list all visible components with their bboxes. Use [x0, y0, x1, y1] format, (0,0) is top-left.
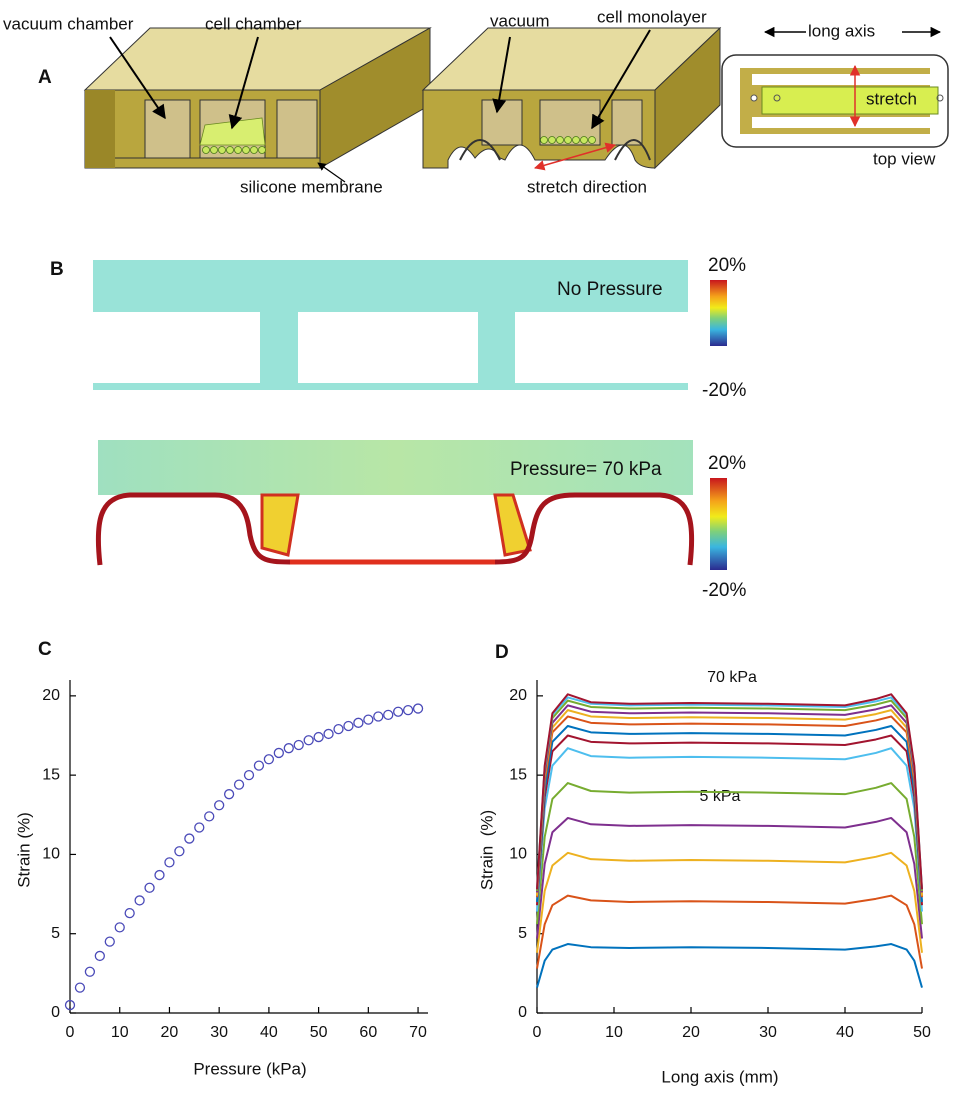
- line: [537, 853, 922, 953]
- point: [185, 834, 194, 843]
- point: [115, 923, 124, 932]
- point: [205, 812, 214, 821]
- point: [264, 755, 273, 764]
- point: [344, 721, 353, 730]
- annotation: vacuum: [490, 11, 550, 30]
- point: [175, 847, 184, 856]
- colorbar: [710, 478, 727, 570]
- point: [314, 733, 323, 742]
- x-tick-label: 50: [310, 1024, 328, 1041]
- y-axis-title: Strain (%): [14, 812, 33, 888]
- x-tick-label: 50: [913, 1024, 931, 1041]
- point: [394, 707, 403, 716]
- line: [537, 736, 922, 906]
- point: [254, 761, 263, 770]
- point: [105, 937, 114, 946]
- line: [537, 726, 922, 902]
- annotation: cell monolayer: [597, 7, 707, 26]
- point: [75, 983, 84, 992]
- x-tick-label: 0: [533, 1024, 542, 1041]
- panel-label: C: [38, 639, 52, 660]
- point: [354, 718, 363, 727]
- line: [537, 896, 922, 969]
- line: [537, 748, 922, 911]
- figure: A vacuum chamber cell chamber silicone m…: [0, 0, 962, 1095]
- point: [384, 710, 393, 719]
- annotation: vacuum chamber: [3, 14, 134, 33]
- x-tick-label: 10: [605, 1024, 623, 1041]
- y-tick-label: 10: [509, 846, 527, 863]
- point: [245, 771, 254, 780]
- colorbar-label: -20%: [702, 580, 746, 601]
- x-axis-title: Long axis (mm): [661, 1067, 778, 1086]
- annotation: long axis: [808, 21, 875, 40]
- annotation: stretch direction: [527, 177, 647, 196]
- x-tick-label: 60: [359, 1024, 377, 1041]
- point: [404, 706, 413, 715]
- panel-a: A vacuum chamber cell chamber silicone m…: [3, 7, 948, 196]
- annotation: stretch: [866, 89, 917, 108]
- point: [125, 909, 134, 918]
- colorbar: [710, 280, 727, 346]
- line: [537, 818, 922, 939]
- panel-b: B No Pressure 20% -20% Pressure= 70 kPa …: [50, 255, 746, 601]
- panel-label: A: [38, 67, 52, 88]
- point: [165, 858, 174, 867]
- y-tick-label: 20: [42, 687, 60, 704]
- y-tick-label: 0: [518, 1004, 527, 1021]
- point: [155, 871, 164, 880]
- y-tick-label: 20: [509, 687, 527, 704]
- x-tick-label: 30: [759, 1024, 777, 1041]
- point: [215, 801, 224, 810]
- colorbar-label: -20%: [702, 380, 746, 401]
- x-tick-label: 0: [66, 1024, 75, 1041]
- point: [195, 823, 204, 832]
- x-axis-title: Pressure (kPa): [193, 1059, 306, 1078]
- point: [135, 896, 144, 905]
- y-tick-label: 5: [518, 925, 527, 942]
- y-tick-label: 0: [51, 1004, 60, 1021]
- annotation: cell chamber: [205, 14, 302, 33]
- y-tick-label: 15: [509, 766, 527, 783]
- point: [364, 715, 373, 724]
- x-tick-label: 20: [161, 1024, 179, 1041]
- point: [85, 967, 94, 976]
- point: [95, 951, 104, 960]
- panel-label: B: [50, 259, 64, 280]
- point: [304, 736, 313, 745]
- x-tick-label: 10: [111, 1024, 129, 1041]
- line: [537, 944, 922, 988]
- annotation: Pressure= 70 kPa: [510, 459, 662, 480]
- y-tick-label: 15: [42, 766, 60, 783]
- colorbar-label: 20%: [708, 255, 746, 276]
- point: [145, 883, 154, 892]
- annotation: silicone membrane: [240, 177, 383, 196]
- colorbar-label: 20%: [708, 453, 746, 474]
- y-tick-label: 5: [51, 925, 60, 942]
- point: [235, 780, 244, 789]
- annotation: 70 kPa: [707, 669, 757, 686]
- point: [324, 729, 333, 738]
- point: [284, 744, 293, 753]
- point: [414, 704, 423, 713]
- panel-label: D: [495, 642, 509, 663]
- annotation: 5 kPa: [700, 788, 741, 805]
- x-tick-label: 40: [836, 1024, 854, 1041]
- x-tick-label: 40: [260, 1024, 278, 1041]
- x-tick-label: 30: [210, 1024, 228, 1041]
- point: [374, 712, 383, 721]
- point: [334, 725, 343, 734]
- annotation: No Pressure: [557, 279, 663, 300]
- device-middle: [423, 28, 720, 168]
- x-tick-label: 70: [409, 1024, 427, 1041]
- y-tick-label: 10: [42, 846, 60, 863]
- point: [294, 741, 303, 750]
- point: [225, 790, 234, 799]
- point: [274, 748, 283, 757]
- y-axis-title: Strain (%): [477, 810, 496, 890]
- x-tick-label: 20: [682, 1024, 700, 1041]
- device-left: [85, 28, 430, 182]
- annotation: top view: [873, 149, 936, 168]
